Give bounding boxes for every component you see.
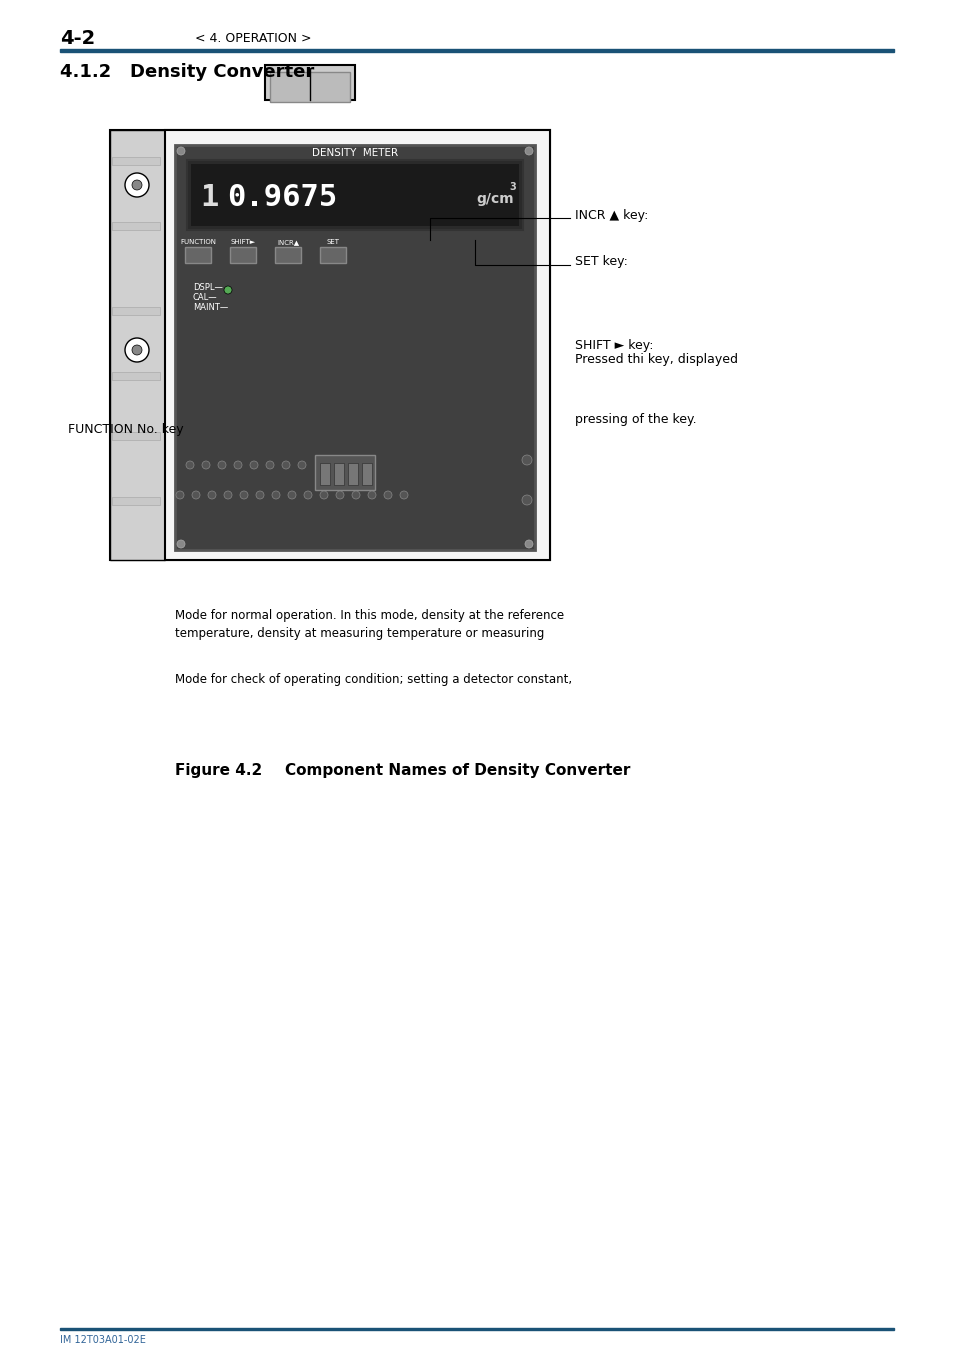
Text: 0.9675: 0.9675 <box>227 182 336 212</box>
Circle shape <box>233 460 242 468</box>
Bar <box>187 161 522 230</box>
Circle shape <box>352 491 359 500</box>
Text: temperature, density at measuring temperature or measuring: temperature, density at measuring temper… <box>174 626 544 640</box>
Bar <box>112 432 160 440</box>
Text: SHIFT►: SHIFT► <box>231 239 255 244</box>
Circle shape <box>125 338 149 362</box>
Circle shape <box>175 491 184 500</box>
Circle shape <box>132 180 142 190</box>
Bar <box>60 1328 893 1330</box>
Circle shape <box>399 491 408 500</box>
Text: 4-2: 4-2 <box>60 28 95 47</box>
Bar <box>60 49 893 53</box>
Circle shape <box>125 173 149 197</box>
Circle shape <box>521 495 532 505</box>
Bar <box>112 497 160 505</box>
Bar <box>265 65 355 100</box>
Bar <box>348 463 357 485</box>
Bar <box>174 144 535 549</box>
Text: 1: 1 <box>199 182 218 212</box>
Circle shape <box>132 346 142 355</box>
Circle shape <box>208 491 215 500</box>
Text: SET key:: SET key: <box>575 255 627 269</box>
Text: DENSITY  METER: DENSITY METER <box>312 148 397 158</box>
Circle shape <box>304 491 312 500</box>
Bar <box>110 130 165 560</box>
Text: g/cm: g/cm <box>476 192 514 207</box>
Circle shape <box>335 491 344 500</box>
Circle shape <box>319 491 328 500</box>
Bar <box>314 455 375 490</box>
Circle shape <box>282 460 290 468</box>
Bar <box>334 463 344 485</box>
Bar <box>270 72 350 103</box>
Circle shape <box>255 491 264 500</box>
Text: FUNCTION: FUNCTION <box>180 239 215 244</box>
Circle shape <box>266 460 274 468</box>
Circle shape <box>218 460 226 468</box>
Text: CAL—: CAL— <box>193 293 217 301</box>
Circle shape <box>521 455 532 464</box>
Circle shape <box>177 147 185 155</box>
Text: Component Names of Density Converter: Component Names of Density Converter <box>285 763 630 778</box>
Bar <box>319 463 330 485</box>
Text: 4.1.2   Density Converter: 4.1.2 Density Converter <box>60 63 314 81</box>
Text: IM 12T03A01-02E: IM 12T03A01-02E <box>60 1335 146 1345</box>
Bar <box>191 163 518 225</box>
Circle shape <box>288 491 295 500</box>
Bar <box>230 247 255 263</box>
Bar <box>319 247 346 263</box>
Bar <box>112 221 160 230</box>
Circle shape <box>192 491 200 500</box>
Text: INCR ▲ key:: INCR ▲ key: <box>575 208 648 221</box>
Circle shape <box>186 460 193 468</box>
Text: 3: 3 <box>509 182 516 192</box>
Circle shape <box>240 491 248 500</box>
Bar <box>112 306 160 315</box>
Circle shape <box>224 286 232 294</box>
Text: pressing of the key.: pressing of the key. <box>575 413 696 427</box>
Bar <box>165 130 550 560</box>
Bar <box>110 130 550 560</box>
Text: SET: SET <box>326 239 339 244</box>
Bar <box>112 157 160 165</box>
Bar <box>274 247 301 263</box>
Circle shape <box>250 460 257 468</box>
Circle shape <box>177 540 185 548</box>
Circle shape <box>202 460 210 468</box>
Text: INCR▲: INCR▲ <box>276 239 298 244</box>
Text: Mode for check of operating condition; setting a detector constant,: Mode for check of operating condition; s… <box>174 674 572 687</box>
Text: SHIFT ► key:: SHIFT ► key: <box>575 339 653 351</box>
Text: Pressed thi key, displayed: Pressed thi key, displayed <box>575 354 738 366</box>
Bar <box>112 373 160 379</box>
Text: FUNCTION No. key: FUNCTION No. key <box>68 424 183 436</box>
Text: < 4. OPERATION >: < 4. OPERATION > <box>194 31 312 45</box>
Text: MAINT—: MAINT— <box>193 302 228 312</box>
Bar <box>361 463 372 485</box>
Circle shape <box>524 147 533 155</box>
Circle shape <box>368 491 375 500</box>
Bar <box>185 247 211 263</box>
Text: DSPL—: DSPL— <box>193 282 223 292</box>
Circle shape <box>297 460 306 468</box>
Text: Figure 4.2: Figure 4.2 <box>174 763 262 778</box>
Circle shape <box>384 491 392 500</box>
Text: Mode for normal operation. In this mode, density at the reference: Mode for normal operation. In this mode,… <box>174 609 563 621</box>
Circle shape <box>272 491 280 500</box>
Circle shape <box>224 491 232 500</box>
Circle shape <box>524 540 533 548</box>
